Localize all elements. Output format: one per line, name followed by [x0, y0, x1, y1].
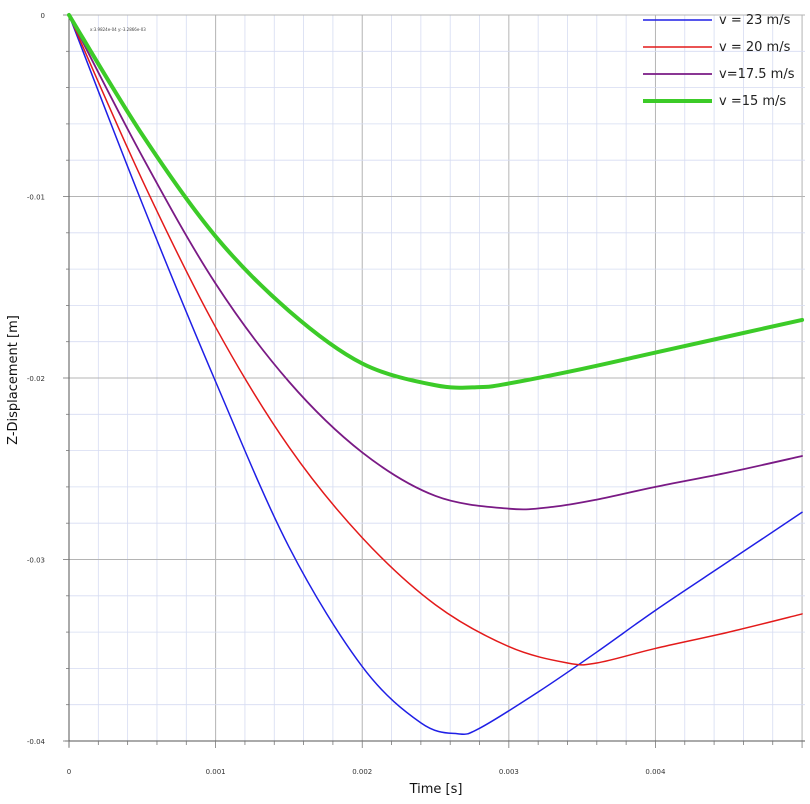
legend-label: v = 23 m/s: [719, 13, 791, 28]
y-tick-label: 0: [41, 12, 45, 20]
y-tick-label: -0.02: [27, 375, 45, 383]
grid: [68, 14, 805, 742]
axis-ticks: 0 -0.01 -0.02 -0.03 -0.04 0 0.001 0.002 0.003 0.0…: [27, 12, 805, 776]
x-tick-label: 0: [67, 768, 71, 776]
legend-label: v =15 m/s: [719, 94, 786, 109]
x-tick-label: 0.001: [206, 768, 226, 776]
series-line: [67, 13, 805, 390]
x-tick-label: 0.004: [645, 768, 666, 776]
cursor-readout: x:3.9824e-04 y:-3.2866e-03: [90, 27, 146, 32]
y-axis-title: Z-Displacement [m]: [6, 315, 21, 445]
y-tick-label: -0.03: [27, 557, 45, 565]
series-line: [68, 14, 803, 736]
x-axis-title: Time [s]: [409, 782, 463, 797]
x-tick-label: 0.002: [352, 768, 372, 776]
legend-label: v = 20 m/s: [719, 40, 791, 55]
y-tick-label: -0.04: [27, 738, 46, 746]
x-tick-label: 0.003: [499, 768, 519, 776]
legend-label: v=17.5 m/s: [719, 67, 795, 82]
series-line: [68, 14, 803, 666]
plot-lines: [67, 13, 805, 736]
series-line: [68, 14, 803, 511]
legend: v = 23 m/s v = 20 m/s v=17.5 m/s v =15 m/s: [643, 13, 795, 109]
y-tick-label: -0.01: [27, 194, 45, 202]
